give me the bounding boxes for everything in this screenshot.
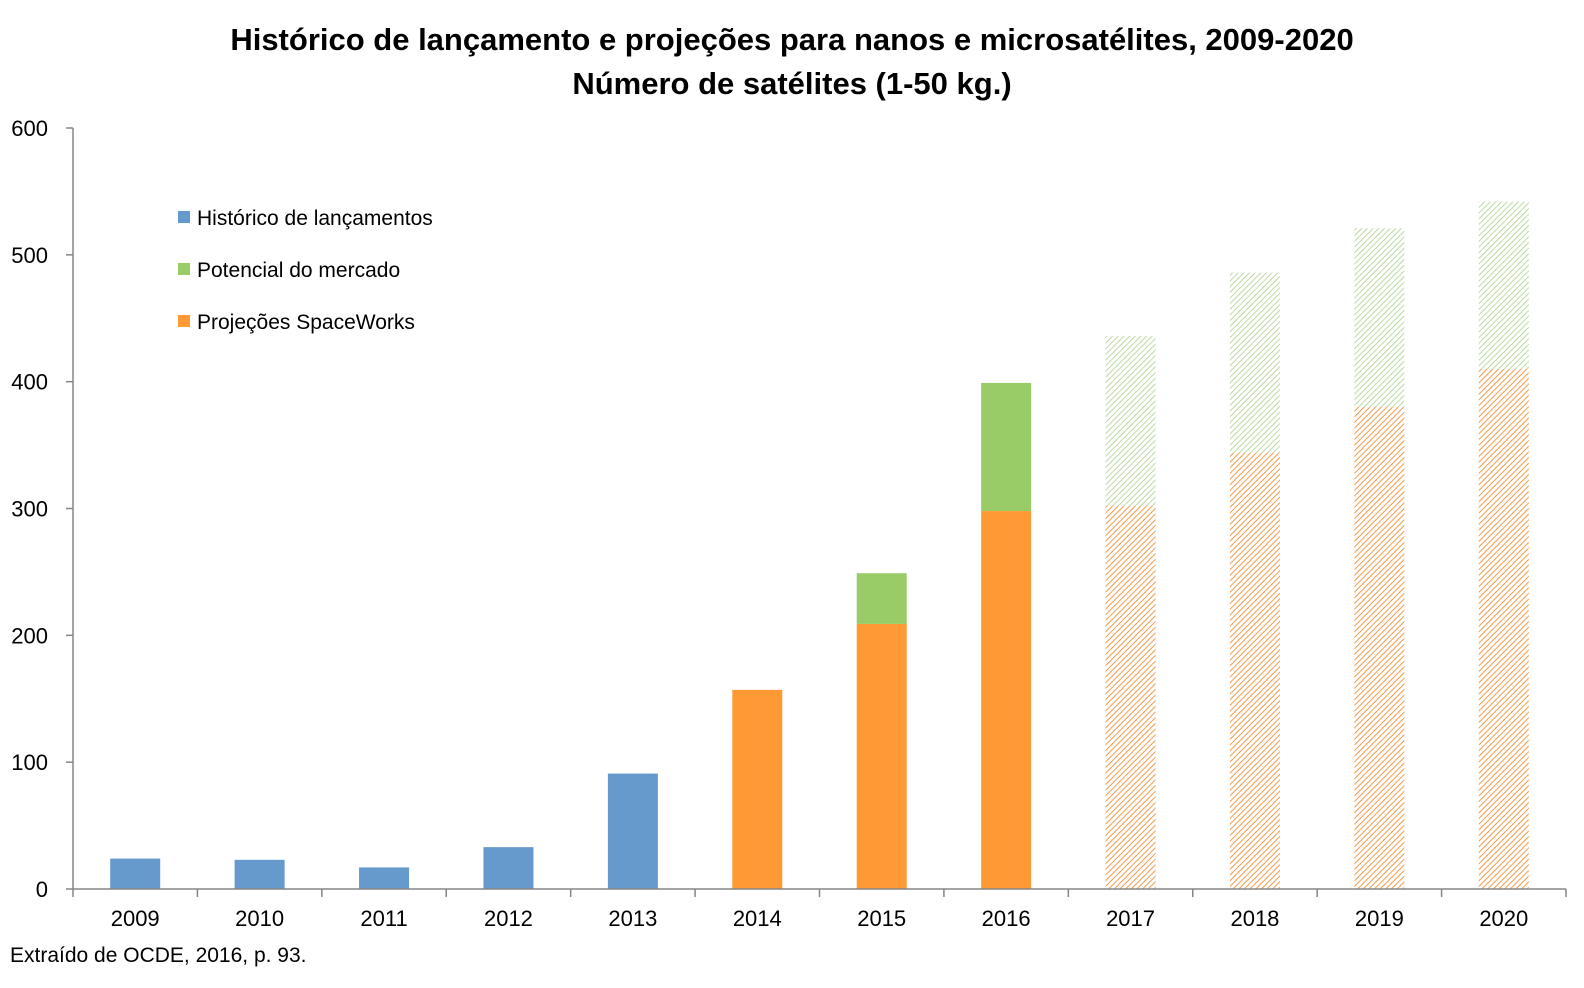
legend-label-1: Potencial do mercado [197,259,400,282]
x-tick-label-2011: 2011 [360,906,407,931]
y-tick-label-200: 200 [11,623,48,648]
bar-hist-rico-de-lan-amentos-2012 [483,847,534,889]
bar-potencial-do-mercado-2017 [1105,336,1156,506]
x-tick-label-2018: 2018 [1230,906,1279,931]
bar-potencial-do-mercado-2018 [1229,272,1280,453]
x-tick-label-2013: 2013 [608,906,657,931]
legend-label-0: Histórico de lançamentos [197,207,433,230]
chart-title: Histórico de lançamento e projeções para… [230,22,1354,57]
x-tick-label-2016: 2016 [982,906,1031,931]
bar-potencial-do-mercado-2016 [981,382,1032,512]
bar-hist-rico-de-lan-amentos-2010 [234,859,285,889]
y-tick-label-0: 0 [36,877,48,902]
bar-hist-rico-de-lan-amentos-2009 [110,858,161,889]
y-tick-label-600: 600 [11,116,48,141]
x-tick-label-2010: 2010 [235,906,284,931]
bar-hist-rico-de-lan-amentos-2013 [607,773,658,889]
bar-hist-rico-de-lan-amentos-2011 [359,867,410,889]
bar-proje-es-spaceworks-2017 [1105,505,1156,889]
x-tick-label-2017: 2017 [1106,906,1155,931]
x-tick-label-2019: 2019 [1355,906,1404,931]
bar-proje-es-spaceworks-2016 [981,511,1032,889]
bar-proje-es-spaceworks-2018 [1229,452,1280,889]
bar-proje-es-spaceworks-2015 [856,623,907,889]
x-tick-label-2012: 2012 [484,906,533,931]
bar-potencial-do-mercado-2015 [856,573,907,624]
legend-swatch-1 [178,263,190,275]
legend-label-2: Projeções SpaceWorks [197,311,415,334]
bar-proje-es-spaceworks-2019 [1354,407,1405,889]
y-tick-label-500: 500 [11,243,48,268]
y-tick-label-100: 100 [11,750,48,775]
legend-swatch-2 [178,315,190,327]
bar-proje-es-spaceworks-2020 [1478,368,1529,889]
legend-swatch-0 [178,211,190,223]
y-tick-label-300: 300 [11,497,48,522]
x-tick-label-2020: 2020 [1479,906,1528,931]
x-tick-label-2015: 2015 [857,906,906,931]
x-tick-label-2009: 2009 [111,906,160,931]
bar-proje-es-spaceworks-2014 [732,689,783,889]
bar-potencial-do-mercado-2020 [1478,201,1529,369]
bar-potencial-do-mercado-2019 [1354,228,1405,408]
source-note: Extraído de OCDE, 2016, p. 93. [10,944,307,967]
y-tick-label-400: 400 [11,370,48,395]
x-tick-label-2014: 2014 [733,906,782,931]
chart-subtitle: Número de satélites (1-50 kg.) [572,66,1012,101]
bar-chart: 0 100 200 300 400 500 600 2009 2010 2011 2012 2013 2… [11,116,1567,931]
